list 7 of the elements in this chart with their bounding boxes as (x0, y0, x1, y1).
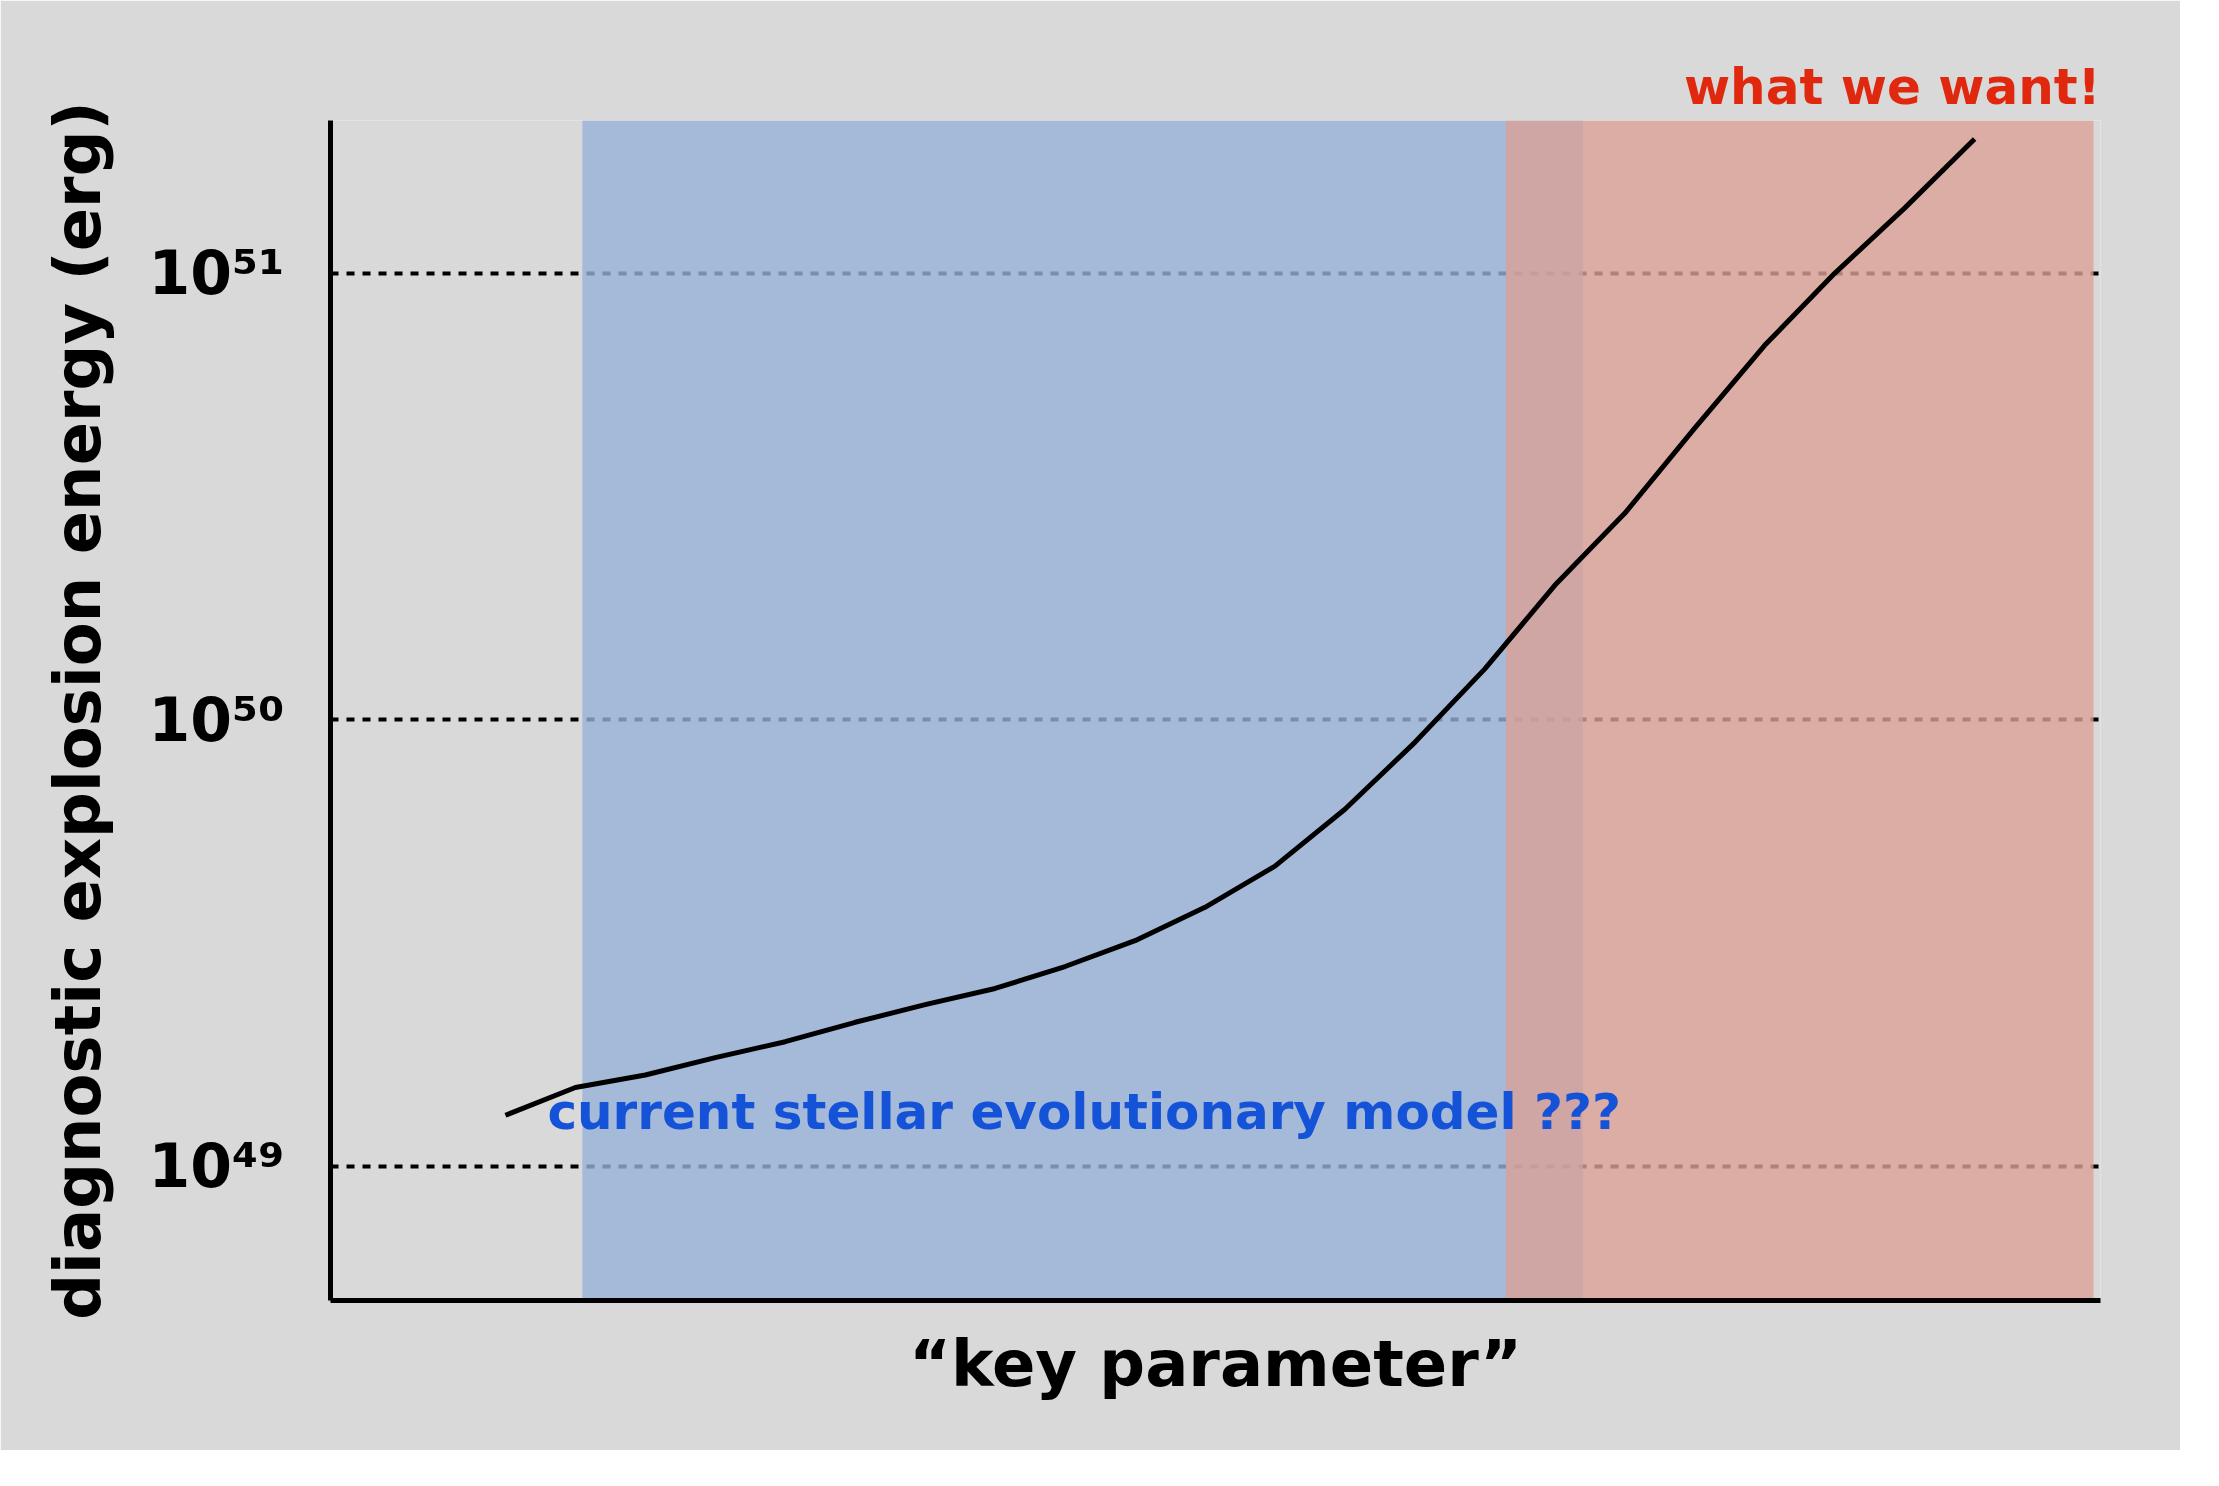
text: what we want! (1683, 57, 2101, 116)
x-axis-title: “key parameter” (909, 1326, 1522, 1401)
y-tick-label: 10⁴⁹ (148, 1131, 285, 1202)
y-tick-label: 10⁵¹ (148, 238, 285, 309)
y-axis-title: diagnostic explosion energy (erg) (41, 101, 116, 1320)
y-tick-label: 10⁵⁰ (148, 684, 285, 755)
annotation: current stellar evolutionary model ??? (547, 1083, 1622, 1142)
